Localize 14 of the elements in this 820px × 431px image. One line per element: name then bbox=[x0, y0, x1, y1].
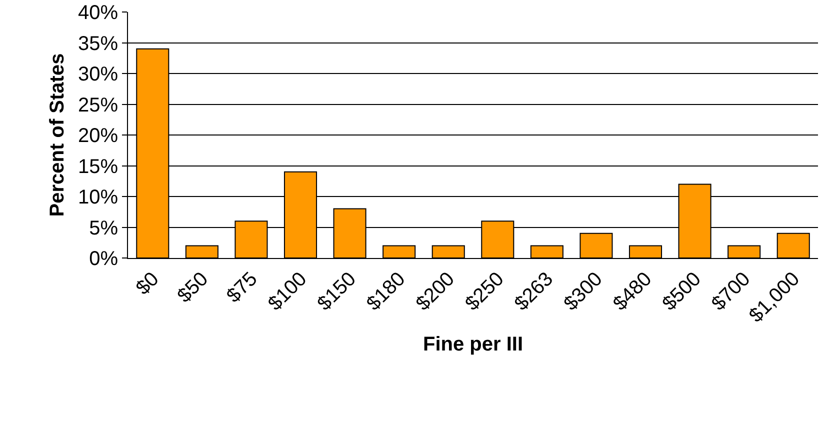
y-tick-label: 10% bbox=[78, 186, 118, 208]
x-tick-label: $50 bbox=[173, 268, 213, 308]
y-axis-title: Percent of States bbox=[46, 53, 68, 217]
y-tick-label: 40% bbox=[78, 2, 118, 24]
x-tick-label: $0 bbox=[132, 268, 164, 300]
y-tick-label: 0% bbox=[89, 248, 118, 270]
y-tick-label: 35% bbox=[78, 32, 118, 55]
y-tick-label: 30% bbox=[78, 64, 118, 86]
y-tick-label: 15% bbox=[78, 156, 118, 178]
y-tick-label: 20% bbox=[78, 125, 118, 147]
x-axis-title: Fine per III bbox=[422, 333, 524, 356]
y-tick-label: 5% bbox=[89, 217, 118, 240]
x-tick-label: $75 bbox=[222, 268, 262, 308]
y-tick-label: 25% bbox=[78, 94, 118, 116]
